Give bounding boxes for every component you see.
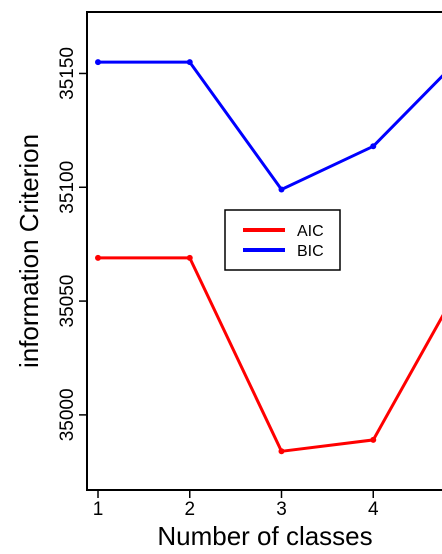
x-axis-title: Number of classes	[157, 521, 372, 551]
point	[186, 254, 193, 261]
y-tick-label: 35050	[57, 275, 78, 328]
series-line	[98, 256, 442, 453]
point	[278, 186, 285, 193]
point	[278, 448, 285, 455]
x-tick-label: 2	[184, 499, 195, 520]
point	[370, 436, 377, 443]
y-tick-label: 35100	[57, 161, 78, 214]
point	[95, 59, 102, 66]
point	[186, 59, 193, 66]
point	[95, 254, 102, 261]
series-line	[98, 60, 442, 192]
y-axis-title: information Criterion	[14, 134, 44, 368]
x-tick-label: 3	[276, 499, 287, 520]
x-tick-label: 1	[93, 499, 104, 520]
legend-box	[224, 209, 341, 271]
y-tick-label: 35150	[57, 47, 78, 100]
x-tick-label: 4	[368, 499, 379, 520]
y-tick-label: 35000	[57, 388, 78, 441]
legend-label: AIC	[297, 223, 324, 240]
point	[370, 143, 377, 150]
legend-label: BIC	[297, 243, 324, 260]
